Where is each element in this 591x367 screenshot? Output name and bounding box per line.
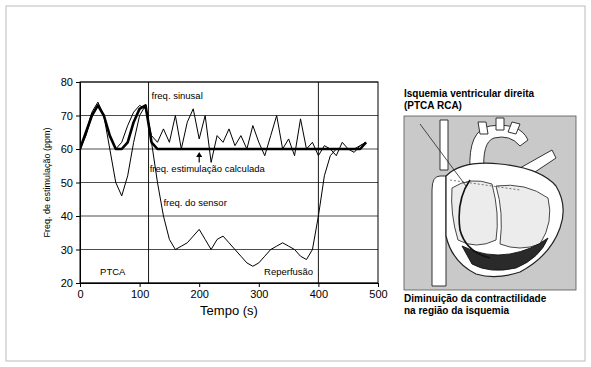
tick-label: 50 [61,177,73,189]
tick-mark [76,116,80,117]
tick: 70 [61,110,80,122]
tick-label: 500 [369,288,387,300]
arch-branches [478,118,520,134]
tick-mark [378,283,379,287]
tick-label: 80 [61,76,73,88]
tick-mark [76,183,80,184]
diagram-background [404,116,576,290]
ischemic-region [462,238,548,270]
axis-line [76,83,81,284]
diagram-title: Isquemia ventricular direita [404,88,534,99]
tick-mark [76,149,80,150]
tick-mark [259,283,260,287]
series-line [80,102,366,162]
figure: 0 100 200 300 400 500 20 30 40 50 60 70 80 freq. sinu… [0,0,591,367]
annotation: PTCA [100,266,126,277]
tick: 40 [61,210,80,222]
tick-mark [76,250,80,251]
tick-label: 30 [61,244,73,256]
y-axis-title: Freq. de estimulação (ppm) [42,127,52,237]
tick: 20 [61,277,80,289]
axis-line [81,284,379,288]
right-coronary-artery [459,180,490,258]
event-line [318,82,319,283]
figure-frame [6,6,585,361]
left-ventricle [496,185,550,248]
x-axis: 0 100 200 300 400 500 [77,283,387,300]
annotation: freq. do sensor [163,197,226,208]
series-lines [80,102,366,266]
grid [80,82,378,283]
tick-mark [76,216,80,217]
tick-mark [76,283,80,284]
tick-mark [76,82,80,83]
annotation: freq. estimulação calculada [150,163,266,174]
tick-label: 0 [77,288,83,300]
leader-line [450,180,520,190]
heart-outline [446,163,563,276]
tick-label: 400 [310,288,328,300]
annotation: Reperfusão [264,266,313,277]
event-line [148,82,149,283]
series-line [80,105,366,149]
tick: 60 [61,143,80,155]
grid-line [80,182,378,183]
tick-label: 100 [131,288,149,300]
tick: 200 [191,283,209,300]
tick-label: 300 [250,288,268,300]
vena-cava-superior [440,120,448,170]
tick-label: 200 [191,288,209,300]
tick: 50 [61,177,80,189]
tick: 100 [131,283,149,300]
vena-cava [432,176,446,286]
diagram-caption: Diminuição da contractilidade [404,293,547,304]
tick-mark [199,283,200,287]
y-axis: 20 30 40 50 60 70 80 [61,76,81,289]
annotation: freq. sinusal [152,90,203,101]
plot: 0 100 200 300 400 500 20 30 40 50 60 70 80 freq. sinu… [61,76,388,300]
grid-line [80,216,378,217]
grid-line [80,115,378,116]
arrow-head [196,152,202,157]
x-axis-title: Tempo (s) [200,303,258,318]
series-line [80,105,366,266]
tick: 30 [61,244,80,256]
annotations: freq. sinusal freq. estimulação calculada… [100,90,313,277]
tick: 80 [61,76,80,88]
leader-line [420,124,466,186]
tick: 400 [310,283,328,300]
tick-label: 70 [61,110,73,122]
tick-label: 40 [61,210,73,222]
tick: 0 [77,283,83,300]
tick-label: 60 [61,143,73,155]
heart-diagram: Isquemia ventricular direita(PTCA RCA) Di… [404,88,576,316]
grid-line [80,249,378,250]
tick-label: 20 [61,277,73,289]
tick: 500 [369,283,387,300]
tick-mark [140,283,141,287]
tick-mark [318,283,319,287]
plot-frame [80,82,378,283]
diagram-title: (PTCA RCA) [404,100,462,111]
diagram-caption: na região da isquemia [404,305,509,316]
event-lines [149,82,319,283]
tick: 300 [250,283,268,300]
